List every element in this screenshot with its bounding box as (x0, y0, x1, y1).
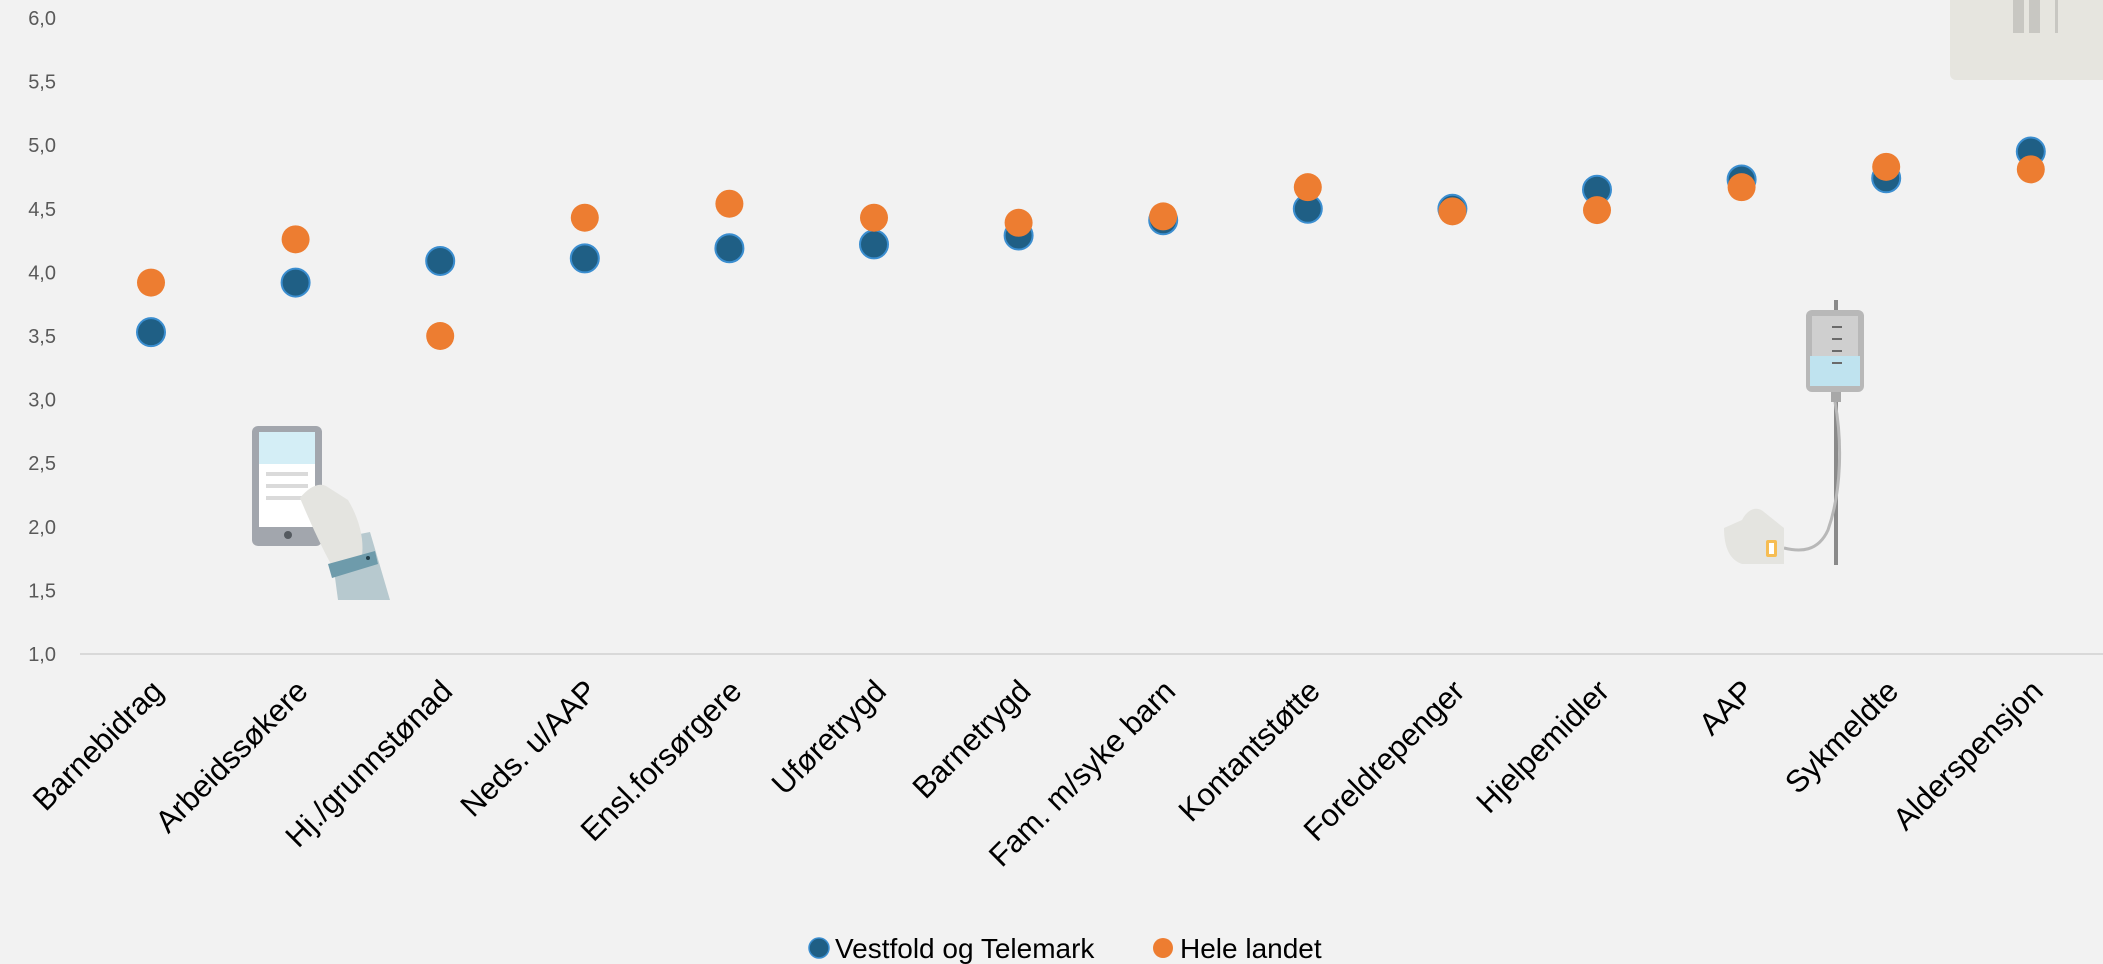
legend-label-series-2: Hele landet (1180, 933, 1322, 964)
data-point-series-2 (570, 203, 599, 232)
y-tick-label: 3,5 (28, 326, 56, 348)
data-point-series-2 (1872, 152, 1901, 181)
x-tick-label: Barnetrygd (906, 673, 1038, 805)
y-tick-label: 4,5 (28, 199, 56, 221)
data-points (136, 136, 2046, 350)
x-tick-label: Kontantstøtte (1172, 673, 1327, 828)
data-point-series-2 (1293, 173, 1322, 202)
data-point-series-1 (280, 267, 311, 298)
y-tick-label: 3,0 (28, 390, 56, 412)
x-axis: BarnebidragArbeidssøkereHj./grunnstønadN… (26, 673, 2050, 873)
x-tick-label: Neds. u/AAP (454, 673, 604, 823)
x-tick-label: Arbeidssøkere (148, 673, 314, 839)
data-point-series-1 (136, 317, 166, 348)
data-point-series-2 (1004, 208, 1033, 237)
y-axis: 1,0 1,5 2,0 2,5 3,0 3,5 4,0 4,5 5,0 5,5 6,0 (28, 8, 56, 666)
data-point-series-2 (2016, 155, 2045, 184)
y-tick-label: 1,0 (28, 644, 56, 666)
y-tick-label: 5,5 (28, 72, 56, 94)
legend-item-series-2: Hele landet (1153, 933, 1322, 964)
data-point-series-1 (859, 229, 889, 260)
data-point-series-2 (1727, 173, 1756, 202)
data-point-series-1 (714, 233, 745, 264)
y-tick-label: 1,5 (28, 580, 56, 602)
x-tick-label: Barnebidrag (26, 673, 170, 817)
x-tick-label: Alderspensjon (1886, 673, 2050, 837)
legend-marker-series-2 (1153, 938, 1173, 958)
data-point-series-2 (715, 189, 744, 218)
phone-in-hand-icon (252, 426, 390, 600)
legend-item-series-1: Vestfold og Telemark (808, 933, 1095, 964)
iv-drip-icon (1724, 300, 1864, 565)
legend-label-series-1: Vestfold og Telemark (835, 933, 1095, 964)
x-tick-label: Hjelpemidler (1469, 673, 1616, 820)
y-tick-label: 6,0 (28, 8, 56, 30)
data-point-series-2 (426, 322, 455, 350)
data-point-series-2 (1583, 196, 1611, 225)
pause-tab-icon (1950, 0, 2103, 80)
y-tick-label: 4,0 (28, 262, 56, 284)
data-point-series-1 (569, 243, 600, 274)
y-tick-label: 2,5 (28, 453, 56, 475)
data-point-series-2 (1438, 197, 1467, 226)
data-point-series-2 (860, 203, 888, 232)
data-point-series-2 (137, 268, 165, 297)
data-point-series-2 (281, 225, 310, 254)
x-tick-label: AAP (1692, 673, 1761, 742)
legend: Vestfold og Telemark Hele landet (808, 933, 1322, 964)
y-tick-label: 2,0 (28, 517, 56, 539)
data-point-series-1 (425, 245, 456, 276)
x-tick-label: Uføretrygd (765, 673, 893, 801)
y-tick-label: 5,0 (28, 135, 56, 157)
x-tick-label: Sykmeldte (1778, 673, 1905, 800)
data-point-series-2 (1149, 202, 1178, 231)
legend-marker-series-1 (808, 937, 830, 959)
